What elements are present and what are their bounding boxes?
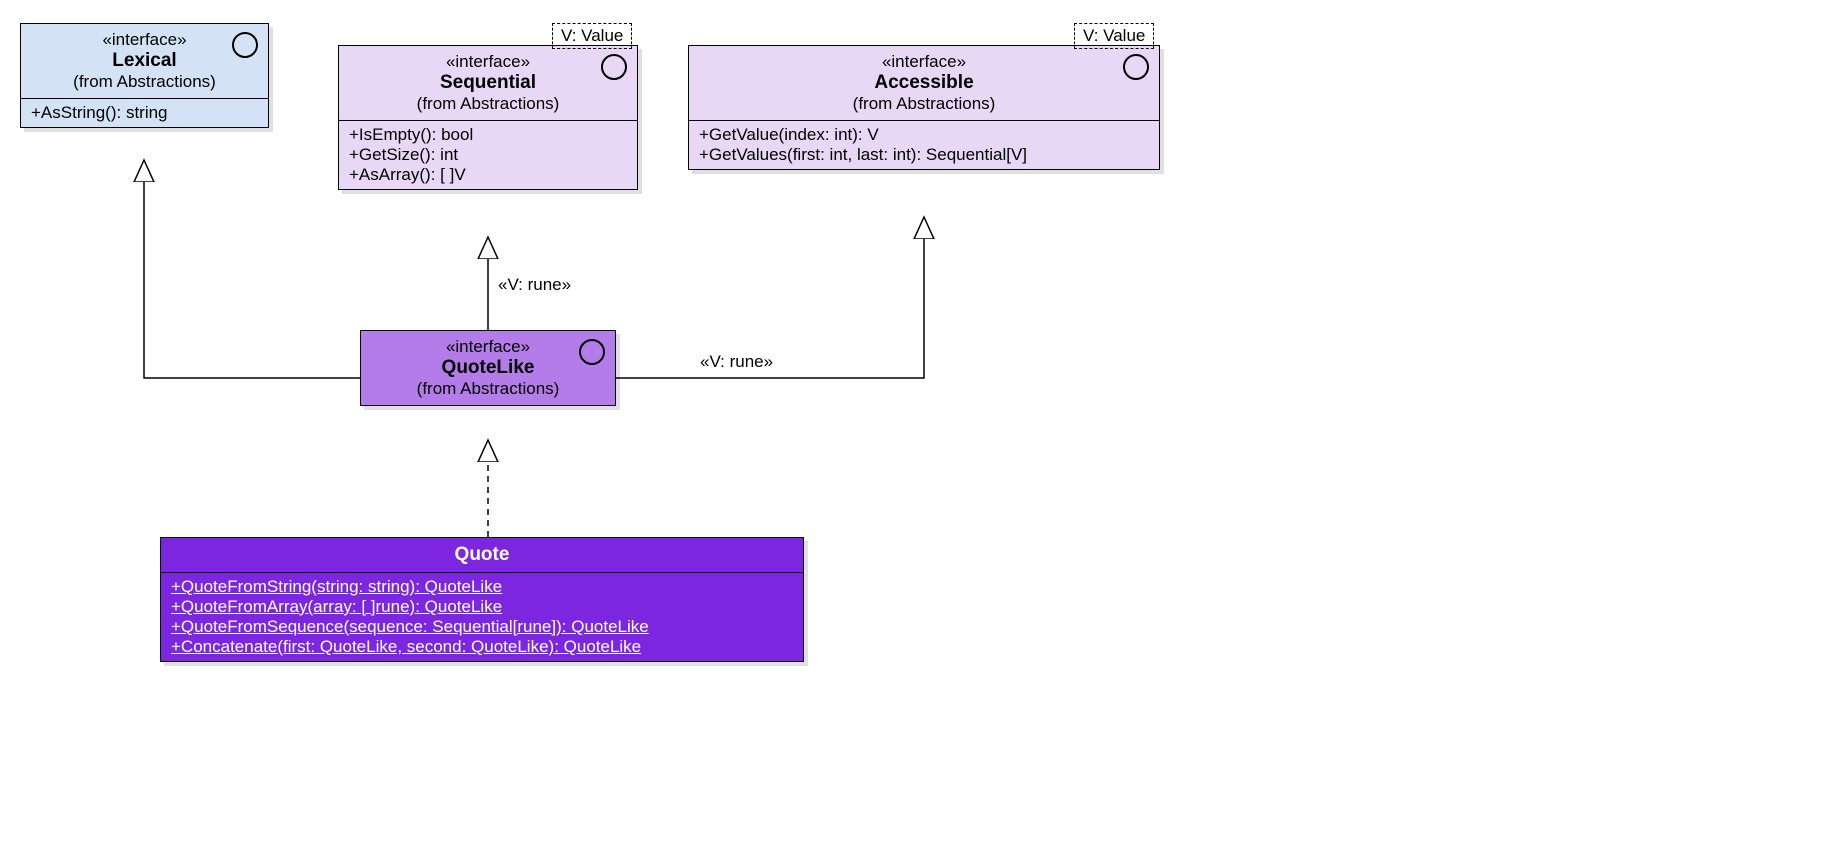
sequential-template-tab: V: Value [552,23,632,49]
sequential-members: +IsEmpty(): bool +GetSize(): int +AsArra… [339,121,637,189]
lexical-name: Lexical [31,50,258,72]
accessible-from: (from Abstractions) [699,94,1149,114]
quote-member: +QuoteFromArray(array: [ ]rune): QuoteLi… [171,597,793,617]
class-quotelike: «interface» QuoteLike (from Abstractions… [360,330,616,406]
accessible-name: Accessible [699,72,1149,94]
lexical-header: «interface» Lexical (from Abstractions) [21,24,268,99]
interface-circle-icon [1123,54,1149,80]
accessible-member: +GetValue(index: int): V [699,125,1149,145]
lexical-stereotype: «interface» [31,30,258,50]
quote-member: +QuoteFromSequence(sequence: Sequential[… [171,617,793,637]
class-quote: Quote +QuoteFromString(string: string): … [160,537,804,662]
accessible-members: +GetValue(index: int): V +GetValues(firs… [689,121,1159,169]
sequential-member: +GetSize(): int [349,145,627,165]
interface-circle-icon [601,54,627,80]
sequential-header: «interface» Sequential (from Abstraction… [339,46,637,121]
sequential-member: +AsArray(): [ ]V [349,165,627,185]
quotelike-from: (from Abstractions) [371,379,605,399]
class-accessible: «interface» Accessible (from Abstraction… [688,45,1160,170]
quote-name: Quote [171,544,793,566]
quote-member: +Concatenate(first: QuoteLike, second: Q… [171,637,793,657]
edge-quotelike-lexical [144,170,360,378]
quotelike-header: «interface» QuoteLike (from Abstractions… [361,331,615,405]
lexical-members: +AsString(): string [21,99,268,127]
edge-label-vrune-accessible: «V: rune» [700,352,773,372]
sequential-from: (from Abstractions) [349,94,627,114]
accessible-template-text: V: Value [1083,26,1145,45]
accessible-template-tab: V: Value [1074,23,1154,49]
edge-label-vrune-sequential: «V: rune» [498,275,571,295]
interface-circle-icon [232,32,258,58]
uml-canvas: «interface» Lexical (from Abstractions) … [0,0,1828,860]
sequential-template-text: V: Value [561,26,623,45]
quote-member: +QuoteFromString(string: string): QuoteL… [171,577,793,597]
accessible-member: +GetValues(first: int, last: int): Seque… [699,145,1149,165]
lexical-member: +AsString(): string [31,103,258,123]
interface-circle-icon [579,339,605,365]
quote-members: +QuoteFromString(string: string): QuoteL… [161,573,803,661]
accessible-stereotype: «interface» [699,52,1149,72]
quotelike-stereotype: «interface» [371,337,605,357]
class-sequential: «interface» Sequential (from Abstraction… [338,45,638,190]
sequential-name: Sequential [349,72,627,94]
quotelike-name: QuoteLike [371,357,605,379]
class-lexical: «interface» Lexical (from Abstractions) … [20,23,269,128]
sequential-stereotype: «interface» [349,52,627,72]
lexical-from: (from Abstractions) [31,72,258,92]
accessible-header: «interface» Accessible (from Abstraction… [689,46,1159,121]
sequential-member: +IsEmpty(): bool [349,125,627,145]
quote-header: Quote [161,538,803,573]
